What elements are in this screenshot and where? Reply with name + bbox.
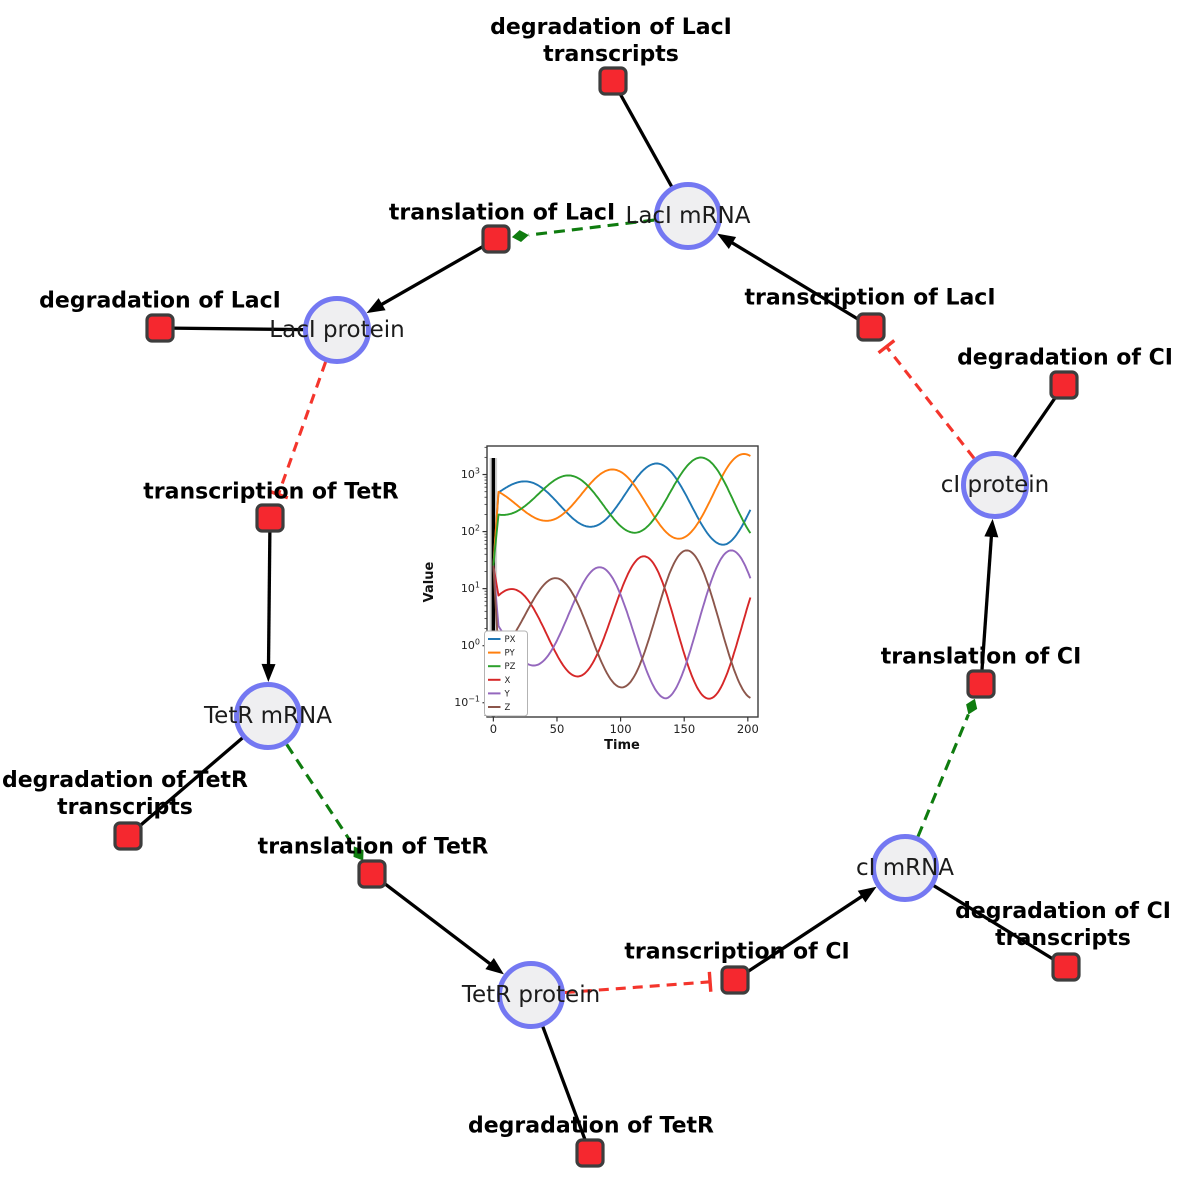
edge-production-transcription-tetr-tetr-mrna (266, 517, 272, 674)
arrowhead (857, 886, 877, 903)
x-tick-label: 50 (550, 722, 565, 736)
reaction-label-translation-ci: translation of CI (881, 645, 1082, 670)
reaction-label-deg-tetr: degradation of TetR (468, 1114, 714, 1139)
species-label-ci-mrna: cI mRNA (856, 855, 954, 881)
reaction-node-deg-tetr (575, 1138, 605, 1168)
inhibition-tee (707, 971, 713, 992)
species-node-laci-mrna (654, 182, 722, 250)
reaction-node-transcription-ci (720, 965, 750, 995)
catalysis-diamond (353, 846, 364, 861)
edge-catalysis-ci-mrna-translation-ci (916, 713, 970, 838)
reaction-node-transcription-laci (856, 312, 886, 342)
x-axis-title: Time (604, 738, 640, 753)
series-PY (492, 453, 751, 566)
x-tick-label: 150 (673, 722, 695, 736)
reaction-label-transcription-laci: transcription of LacI (744, 286, 995, 311)
reaction-label-deg-laci-transcripts: degradation of LacI (490, 15, 732, 40)
y-tick-label: 101 (461, 581, 480, 596)
plot-border (486, 445, 759, 718)
edge-production-transcription-laci-laci-mrna (723, 236, 872, 329)
x-tick-label: 100 (610, 722, 632, 736)
species-label-laci-mrna: LacI mRNA (626, 203, 751, 229)
reaction-label-deg-tetr-transcripts: transcripts (57, 795, 193, 820)
reaction-node-deg-ci-transcripts (1051, 952, 1081, 982)
legend-label-PX: PX (505, 635, 516, 645)
nodes-layer (113, 66, 1081, 1168)
edge-production-translation-laci-laci-protein (373, 237, 497, 311)
edge-inhibition-tetr-protein-transcription-ci (564, 980, 711, 995)
reaction-node-deg-laci (145, 313, 175, 343)
reaction-node-translation-ci (966, 669, 996, 699)
series-PX (492, 462, 752, 566)
edge-inhibition-ci-protein-transcription-laci (885, 345, 976, 460)
reaction-node-deg-ci (1049, 370, 1079, 400)
x-tick-label: 200 (737, 722, 759, 736)
reaction-node-deg-tetr-transcripts (113, 821, 143, 851)
arrowhead (485, 957, 504, 975)
catalysis-diamond (966, 698, 978, 715)
arrowhead (717, 233, 737, 249)
species-label-laci-protein: LacI protein (269, 317, 404, 343)
species-label-ci-protein: cI protein (941, 472, 1050, 498)
y-tick-label: 103 (461, 467, 480, 482)
y-axis-title: Value (422, 561, 437, 602)
edge-production-translation-ci-ci-protein (979, 527, 994, 685)
legend-label-Z: Z (505, 703, 511, 713)
y-tick-label: 102 (461, 524, 480, 539)
labels-layer: degradation of LacItranscriptstranslatio… (2, 15, 1173, 1139)
edge-production-transcription-ci-ci-mrna (734, 890, 871, 982)
arrowhead (261, 663, 276, 683)
reaction-label-translation-tetr: translation of TetR (258, 835, 489, 860)
edge-inhibition-laci-protein-transcription-tetr (276, 361, 328, 495)
reaction-label-transcription-ci: transcription of CI (624, 940, 849, 965)
species-label-tetr-protein: TetR protein (461, 982, 600, 1008)
legend-label-X: X (505, 676, 511, 686)
legend-label-PY: PY (505, 649, 516, 659)
species-node-ci-protein (961, 451, 1029, 519)
edge-production-translation-tetr-tetr-protein (371, 872, 498, 971)
species-node-ci-mrna (871, 834, 939, 902)
inhibition-tee (268, 489, 289, 500)
reaction-label-deg-ci-transcripts: degradation of CI (955, 899, 1171, 924)
legend-label-PZ: PZ (505, 662, 516, 672)
x-tick-label: 0 (490, 722, 497, 736)
series-X (492, 555, 752, 700)
edges-layer (126, 80, 1067, 1154)
reaction-label-translation-laci: translation of LacI (389, 201, 615, 226)
series-Y (492, 549, 752, 700)
y-tick-label: 100 (461, 638, 480, 653)
reaction-label-transcription-tetr: transcription of TetR (143, 480, 399, 505)
reaction-node-deg-laci-transcripts (598, 66, 628, 96)
species-node-laci-protein (303, 296, 371, 364)
reaction-label-deg-laci: degradation of LacI (39, 289, 281, 314)
reaction-label-deg-tetr-transcripts: degradation of TetR (2, 768, 248, 793)
inset-chart: 0 50 100 150 200 10−1 100 101 102 103 PX PY PZ X Y Z Ti… (418, 426, 770, 760)
y-tick-label: 10−1 (454, 695, 480, 710)
reaction-node-translation-laci (481, 224, 511, 254)
species-node-tetr-mrna (234, 682, 302, 750)
reaction-node-translation-tetr (357, 859, 387, 889)
reaction-label-deg-ci-transcripts: transcripts (995, 926, 1131, 951)
edge-catalysis-tetr-mrna-translation-tetr (285, 743, 356, 848)
reaction-label-deg-ci: degradation of CI (957, 346, 1173, 371)
series-PZ (492, 456, 752, 566)
arrowhead (984, 518, 999, 538)
edge-catalysis-laci-mrna-translation-laci (528, 218, 655, 237)
catalysis-diamond (511, 230, 529, 243)
reaction-label-deg-laci-transcripts: transcripts (543, 42, 679, 67)
legend-label-Y: Y (504, 689, 511, 699)
reaction-node-transcription-tetr (255, 503, 285, 533)
inhibition-tee (877, 339, 896, 355)
species-node-tetr-protein (497, 961, 565, 1029)
series-Z (492, 549, 751, 699)
arrowhead (366, 298, 386, 314)
species-label-tetr-mrna: TetR mRNA (203, 703, 332, 729)
